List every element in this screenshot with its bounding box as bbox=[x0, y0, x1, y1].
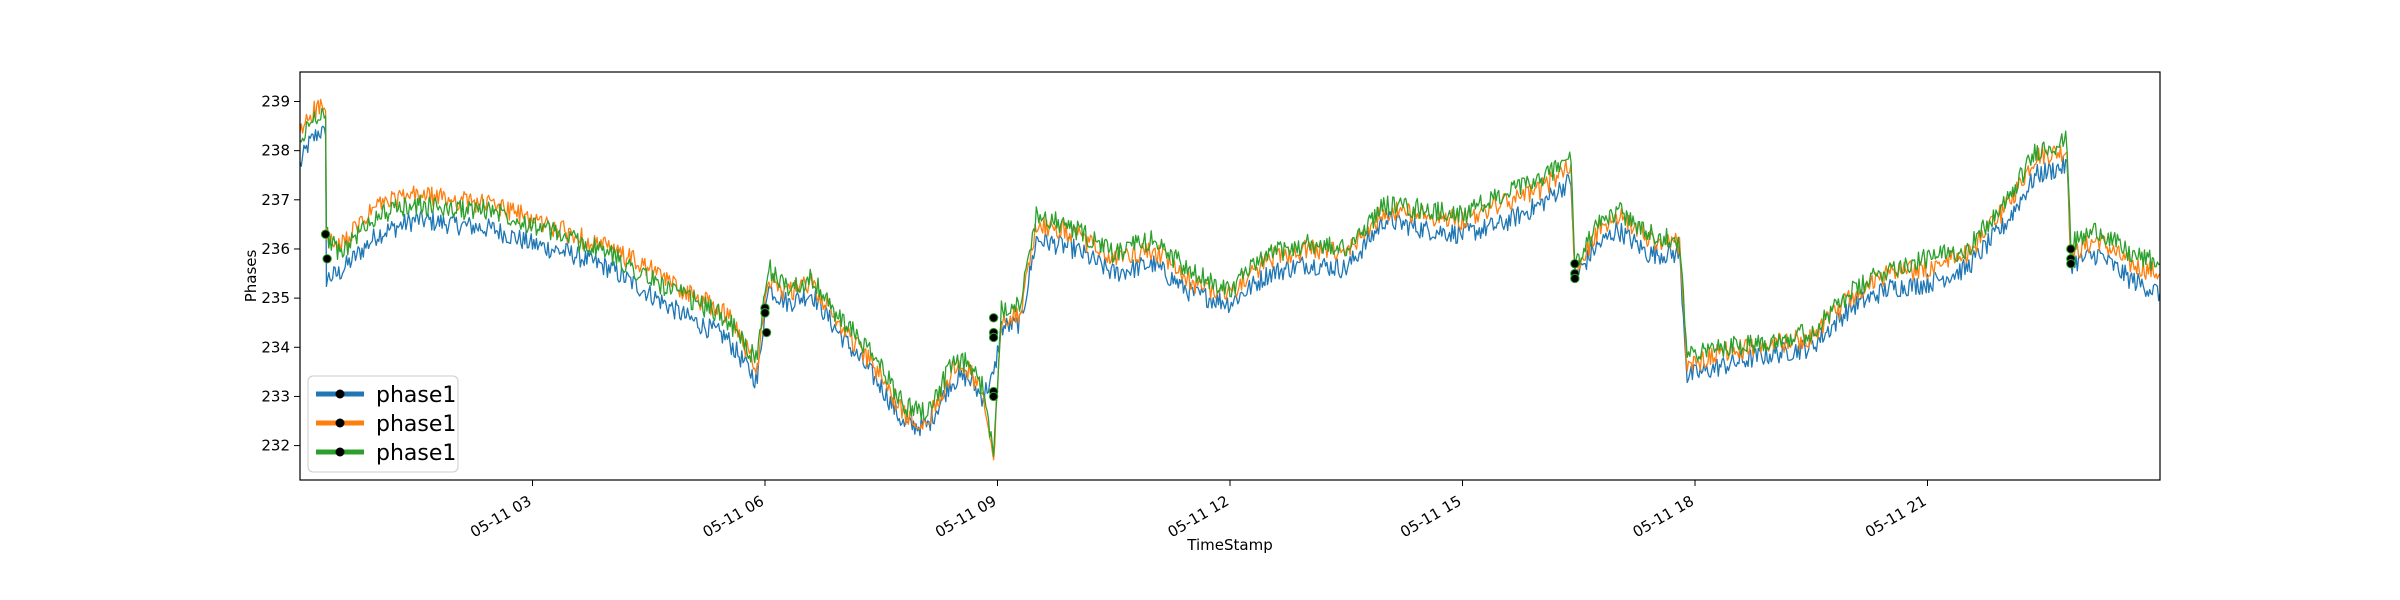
data-marker bbox=[1570, 273, 1580, 284]
data-marker bbox=[988, 313, 999, 323]
data-marker bbox=[1570, 259, 1580, 269]
legend-box bbox=[307, 375, 459, 473]
legend-label: phase1 bbox=[376, 441, 456, 466]
legend-label: phase1 bbox=[376, 412, 456, 437]
x-axis-label: TimeStamp bbox=[1186, 536, 1272, 554]
data-marker bbox=[320, 229, 331, 239]
data-marker bbox=[988, 391, 999, 402]
data-marker bbox=[2066, 244, 2076, 254]
data-marker bbox=[760, 308, 770, 318]
series-layer bbox=[299, 98, 2161, 461]
legend: phase1 phase1 phase1 bbox=[307, 375, 459, 473]
legend-marker bbox=[335, 418, 345, 428]
y-axis: 232 233 234 235 236 237 238 239 bbox=[261, 92, 300, 455]
legend-items: phase1 phase1 phase1 bbox=[316, 383, 456, 466]
data-marker bbox=[2066, 259, 2076, 269]
series-line-3 bbox=[299, 107, 2161, 458]
marker-layer bbox=[320, 229, 2076, 402]
data-marker bbox=[988, 332, 999, 343]
y-tick-label: 237 bbox=[261, 191, 290, 209]
y-tick-label: 239 bbox=[261, 92, 290, 110]
data-marker bbox=[322, 254, 332, 264]
y-tick-label: 234 bbox=[261, 338, 290, 356]
data-marker bbox=[761, 327, 772, 338]
legend-marker bbox=[335, 389, 345, 399]
legend-label: phase1 bbox=[376, 383, 456, 408]
y-tick-label: 236 bbox=[261, 240, 290, 258]
y-tick-label: 235 bbox=[261, 289, 290, 307]
y-axis-label: Phases bbox=[242, 250, 260, 303]
y-tick-label: 238 bbox=[261, 142, 290, 160]
y-tick-label: 233 bbox=[261, 387, 290, 405]
legend-marker bbox=[335, 447, 345, 457]
y-tick-label: 232 bbox=[261, 437, 290, 455]
